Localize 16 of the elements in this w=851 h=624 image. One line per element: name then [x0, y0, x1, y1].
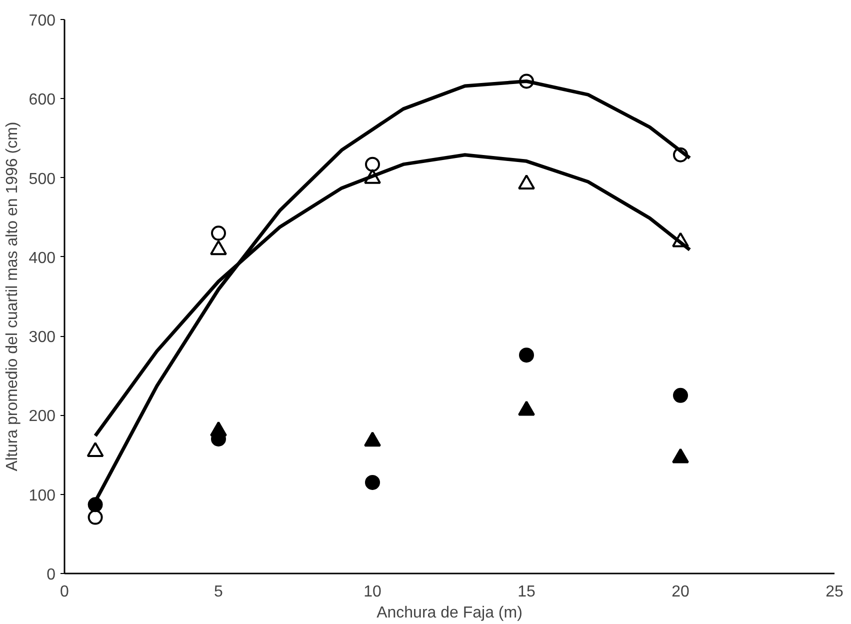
x-tick-label: 0 — [60, 584, 70, 600]
y-tick-label: 200 — [28, 408, 56, 426]
y-tick-label: 0 — [46, 566, 56, 584]
y-tick-label: 600 — [28, 92, 56, 109]
x-tick-label: 10 — [364, 584, 382, 600]
x-axis-title: Anchura de Faja (m) — [376, 604, 522, 622]
y-tick-label: 700 — [28, 12, 56, 30]
y-tick-label: 500 — [28, 170, 56, 188]
y-axis-title: Altura promedio del cuartil mas alto en 1996 (cm) — [4, 122, 21, 472]
x-tick-label: 20 — [672, 584, 690, 600]
x-tick-label: 15 — [518, 584, 536, 600]
x-tick-label: 25 — [826, 584, 844, 600]
y-tick-label: 400 — [28, 250, 56, 267]
y-tick-label: 100 — [28, 487, 56, 504]
y-tick-label: 300 — [28, 329, 56, 346]
x-tick-label: 5 — [214, 584, 224, 600]
